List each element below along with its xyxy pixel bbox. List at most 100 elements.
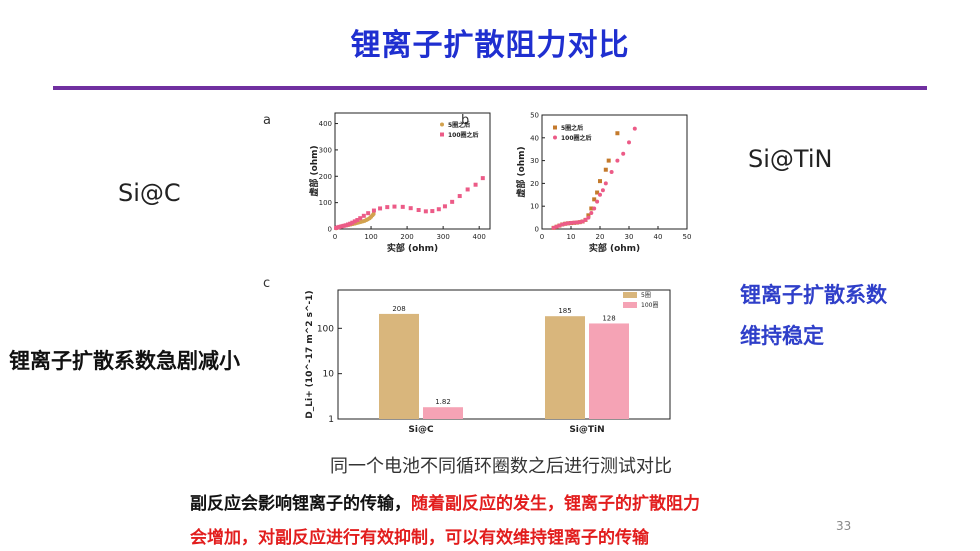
x-tick-label: Si@TiN (569, 425, 604, 435)
y-tick-label: 0 (535, 226, 539, 234)
data-point (378, 206, 383, 211)
legend-label: 5圈 (641, 292, 651, 299)
y-axis-label: 虚部 (ohm) (308, 145, 320, 196)
legend-marker (553, 135, 557, 140)
data-point (595, 190, 600, 195)
y-tick-label: 0 (328, 226, 332, 234)
data-point (345, 222, 350, 227)
data-point (339, 224, 344, 229)
note-black-text: 副反应会影响锂离子的传输， (190, 494, 411, 514)
data-point (442, 204, 447, 209)
data-point (361, 213, 366, 218)
data-point (606, 158, 611, 163)
data-point (355, 218, 360, 223)
plot-frame (334, 112, 491, 230)
data-point (385, 205, 390, 210)
bar (379, 313, 419, 419)
nyquist-chart-sic: 0 100 200 300 400 0 100 200 300 400 实部 (ohm) 虚部 (oh… (308, 112, 491, 254)
data-point (598, 192, 602, 197)
data-point (592, 206, 597, 211)
right-claim-line1: 锂离子扩散系数 (740, 283, 887, 307)
y-tick-label: 1 (328, 415, 334, 425)
x-tick-label: 40 (654, 233, 663, 241)
data-point (621, 151, 626, 156)
data-label: 128 (602, 314, 615, 322)
y-tick-label: 30 (530, 157, 539, 165)
data-point (632, 126, 637, 131)
left-claim: 锂离子扩散系数急剧减小 (9, 349, 240, 373)
data-point (586, 213, 591, 218)
x-axis-label: 实部 (ohm) (589, 242, 640, 254)
legend-label: 100圈之后 (561, 134, 592, 142)
data-point (583, 217, 588, 222)
legend-marker (623, 302, 637, 308)
data-point (450, 199, 455, 204)
panel-letter-a: a (263, 113, 271, 128)
legend-marker (440, 122, 444, 127)
data-point (595, 199, 600, 204)
x-tick-label: 10 (567, 233, 576, 241)
data-point (589, 206, 594, 211)
data-point (341, 223, 346, 228)
nyquist-chart-sitin: 0 10 20 30 40 50 0 10 20 30 40 50 实部 (ohm) 虚部 (ohm) 5圈… (515, 112, 692, 255)
data-point (348, 221, 353, 226)
sample-label-sic: Si@C (118, 179, 181, 207)
data-point (392, 204, 397, 209)
data-point (609, 170, 614, 174)
data-point (436, 207, 441, 212)
data-point (352, 219, 357, 224)
data-point (371, 208, 376, 213)
data-label: 185 (558, 307, 571, 315)
data-point (465, 187, 470, 192)
data-point (615, 131, 620, 136)
data-point (408, 206, 413, 211)
title-divider (53, 86, 927, 90)
page-number: 33 (836, 519, 852, 533)
y-tick-label: 300 (319, 146, 332, 154)
y-tick-label: 200 (319, 173, 332, 181)
data-point (350, 220, 355, 225)
y-tick-label: 10 (323, 370, 335, 380)
x-tick-label: Si@C (408, 425, 434, 435)
y-axis-label: 虚部 (ohm) (515, 146, 527, 197)
data-point (457, 194, 462, 199)
plot-frame (337, 289, 671, 420)
data-point (480, 176, 485, 181)
x-tick-label: 0 (540, 233, 544, 241)
y-tick-label: 400 (319, 120, 332, 128)
legend-label: 5圈之后 (561, 124, 583, 132)
data-point (400, 204, 405, 209)
data-point (627, 140, 631, 145)
x-tick-label: 50 (683, 233, 692, 241)
note-red-text-1: 随着副反应的发生，锂离子的扩散阻力 (411, 494, 700, 514)
bar (545, 316, 585, 419)
slide-title: 锂离子扩散阻力对比 (350, 28, 630, 63)
data-point (423, 209, 428, 214)
legend-label: 100圈之后 (448, 131, 479, 139)
y-axis-label: D_Li+ (10^-17 m^2 s^-1) (305, 290, 315, 418)
legend-label: 5圈之后 (448, 121, 470, 129)
y-tick-label: 50 (530, 112, 539, 120)
data-point (571, 220, 576, 225)
data-point (416, 208, 421, 213)
data-point (598, 179, 602, 184)
x-tick-label: 20 (596, 233, 605, 241)
data-point (600, 188, 605, 193)
x-tick-label: 100 (364, 233, 377, 241)
data-point (592, 197, 597, 202)
y-tick-label: 20 (530, 180, 539, 188)
x-tick-label: 30 (625, 233, 634, 241)
data-point (589, 211, 594, 216)
data-point (430, 209, 435, 214)
panel-letter-c: c (263, 276, 271, 291)
panel-letter-b: b (461, 113, 470, 128)
y-tick-label: 10 (530, 203, 539, 211)
bar (589, 323, 629, 419)
data-point (603, 167, 608, 172)
data-point (337, 224, 342, 229)
sample-label-sitin: Si@TiN (748, 145, 833, 173)
data-point (366, 211, 371, 216)
data-label: 1.82 (435, 398, 451, 406)
legend-marker (440, 132, 444, 137)
